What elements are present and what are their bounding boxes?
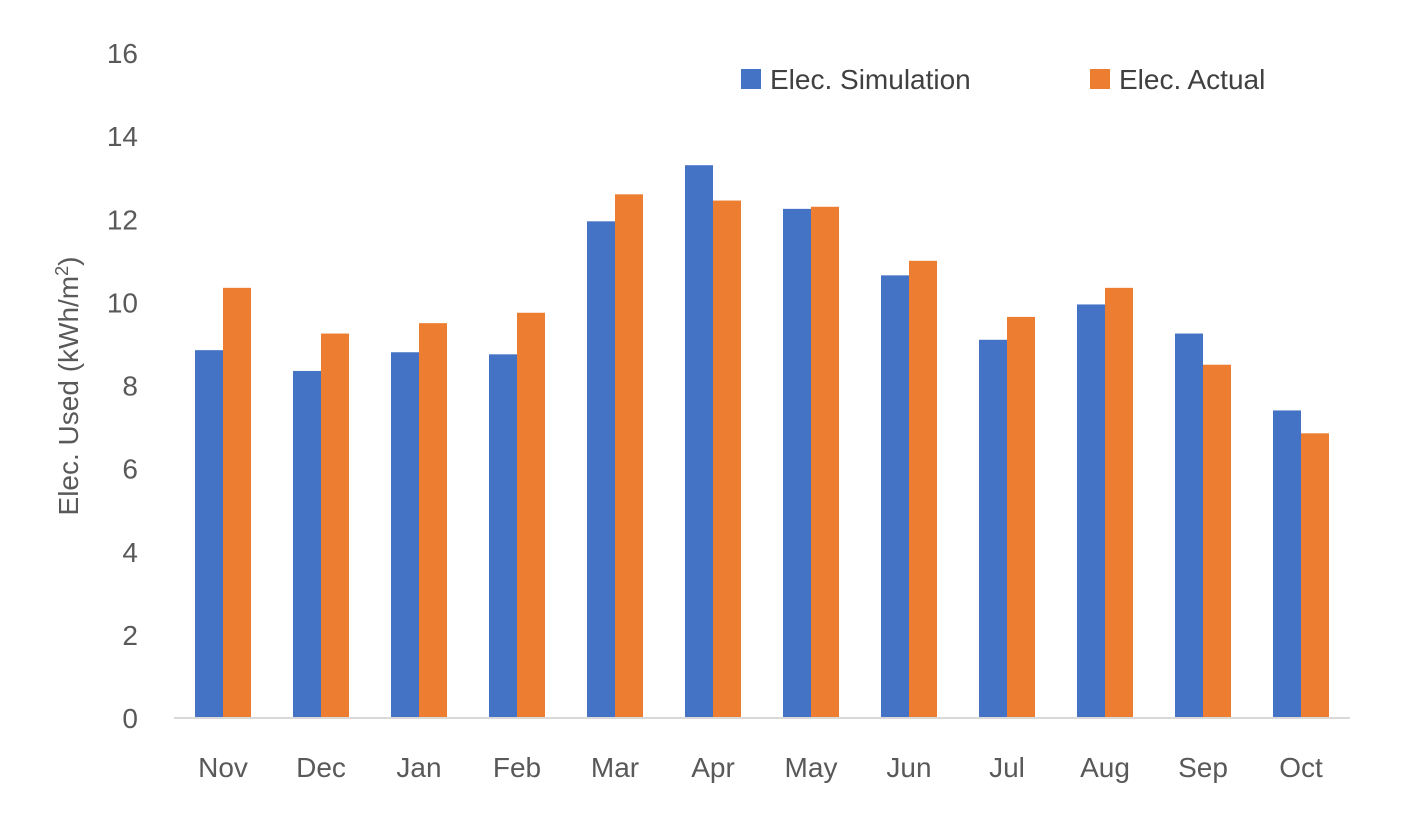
bar-simulation-jan bbox=[391, 352, 419, 718]
bar-actual-sep bbox=[1203, 364, 1231, 718]
y-tick-label: 6 bbox=[122, 454, 138, 485]
legend-swatch-simulation bbox=[741, 69, 761, 89]
bar-actual-mar bbox=[615, 194, 643, 718]
y-axis-title: Elec. Used (kWh/m2) bbox=[52, 257, 84, 516]
bar-actual-dec bbox=[321, 333, 349, 718]
x-tick-label-oct: Oct bbox=[1279, 752, 1323, 783]
x-tick-label-feb: Feb bbox=[493, 752, 541, 783]
bar-simulation-mar bbox=[587, 221, 615, 718]
bar-actual-jan bbox=[419, 323, 447, 718]
bar-actual-aug bbox=[1105, 287, 1133, 718]
x-tick-label-jan: Jan bbox=[396, 752, 441, 783]
bar-simulation-jun bbox=[881, 275, 909, 718]
x-tick-label-sep: Sep bbox=[1178, 752, 1228, 783]
x-tick-label-jul: Jul bbox=[989, 752, 1025, 783]
x-tick-label-mar: Mar bbox=[591, 752, 639, 783]
y-tick-label: 8 bbox=[122, 371, 138, 402]
x-tick-label-nov: Nov bbox=[198, 752, 248, 783]
legend-swatch-actual bbox=[1090, 69, 1110, 89]
bar-simulation-feb bbox=[489, 354, 517, 718]
legend: Elec. Simulation Elec. Actual bbox=[741, 64, 1265, 95]
x-tick-label-may: May bbox=[785, 752, 838, 783]
y-tick-label: 10 bbox=[107, 287, 138, 318]
y-axis-title-main: Elec. Used (kWh/m bbox=[53, 276, 84, 516]
legend-label-simulation: Elec. Simulation bbox=[770, 64, 971, 95]
y-axis-title-suffix: ) bbox=[53, 257, 84, 266]
legend-label-actual: Elec. Actual bbox=[1119, 64, 1265, 95]
x-axis-ticks: Nov Dec Jan Feb Mar Apr May Jun Jul Aug Sep Oct bbox=[198, 752, 1323, 783]
bar-simulation-may bbox=[783, 208, 811, 718]
bar-actual-may bbox=[811, 206, 839, 718]
bar-simulation-oct bbox=[1273, 410, 1301, 718]
plot-area: 0 2 4 6 8 10 12 14 16 Nov Dec Jan Feb Mar Apr May Jun Ju… bbox=[107, 38, 1350, 783]
x-tick-label-jun: Jun bbox=[886, 752, 931, 783]
y-tick-label: 0 bbox=[122, 703, 138, 734]
bar-simulation-aug bbox=[1077, 304, 1105, 718]
bar-actual-nov bbox=[223, 287, 251, 718]
bar-simulation-apr bbox=[685, 165, 713, 718]
y-axis-ticks: 0 2 4 6 8 10 12 14 16 bbox=[107, 38, 138, 734]
bar-simulation-jul bbox=[979, 339, 1007, 718]
x-tick-label-apr: Apr bbox=[691, 752, 735, 783]
bar-actual-apr bbox=[713, 200, 741, 718]
x-tick-label-dec: Dec bbox=[296, 752, 346, 783]
y-tick-label: 14 bbox=[107, 121, 138, 152]
bar-actual-oct bbox=[1301, 433, 1329, 718]
bar-simulation-dec bbox=[293, 370, 321, 718]
bars bbox=[195, 165, 1329, 718]
y-tick-label: 16 bbox=[107, 38, 138, 69]
bar-simulation-nov bbox=[195, 350, 223, 718]
x-tick-label-aug: Aug bbox=[1080, 752, 1130, 783]
bar-simulation-sep bbox=[1175, 333, 1203, 718]
bar-actual-feb bbox=[517, 312, 545, 718]
y-axis-title-superscript: 2 bbox=[52, 266, 72, 276]
y-tick-label: 2 bbox=[122, 620, 138, 651]
y-tick-label: 4 bbox=[122, 537, 138, 568]
y-tick-label: 12 bbox=[107, 204, 138, 235]
bar-actual-jul bbox=[1007, 316, 1035, 718]
bar-actual-jun bbox=[909, 260, 937, 718]
